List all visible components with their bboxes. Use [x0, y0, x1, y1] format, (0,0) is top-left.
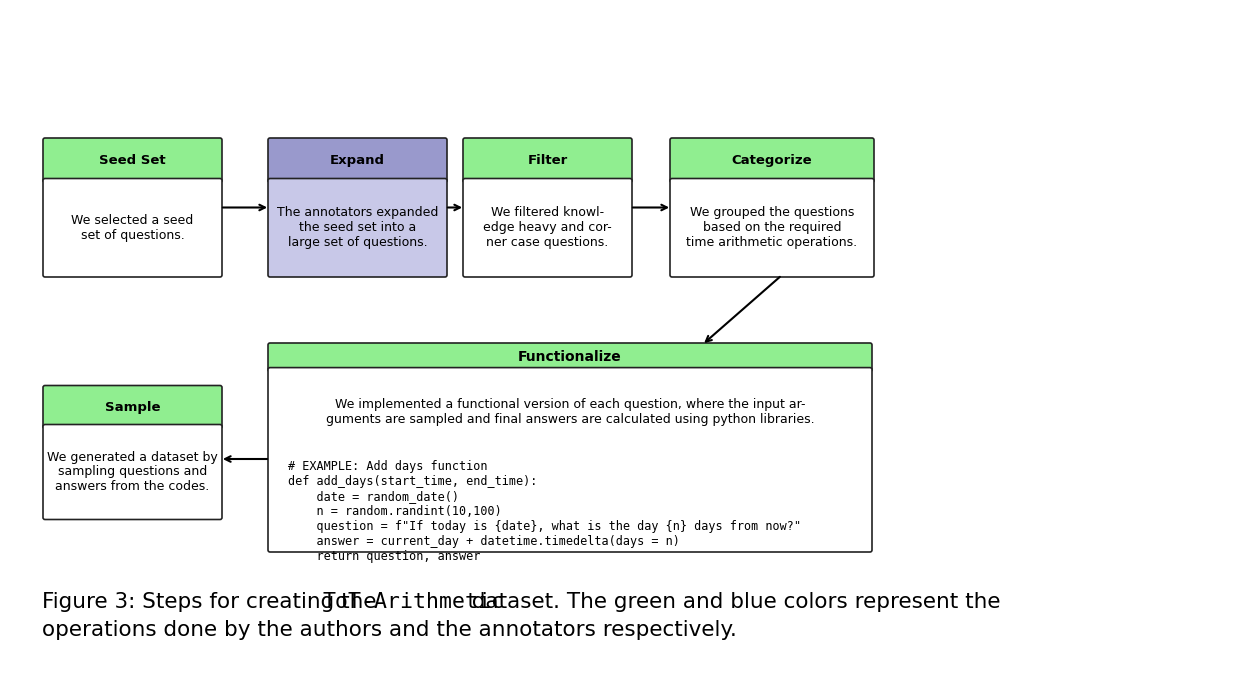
FancyBboxPatch shape: [42, 424, 222, 520]
Text: Functionalize: Functionalize: [518, 351, 622, 364]
Text: We implemented a functional version of each question, where the input ar-
gument: We implemented a functional version of e…: [326, 397, 814, 426]
FancyBboxPatch shape: [463, 179, 631, 277]
Text: Seed Set: Seed Set: [99, 154, 166, 167]
Text: Sample: Sample: [105, 400, 160, 413]
FancyBboxPatch shape: [42, 138, 222, 182]
FancyBboxPatch shape: [670, 179, 874, 277]
Text: We selected a seed
set of questions.: We selected a seed set of questions.: [71, 214, 193, 242]
FancyBboxPatch shape: [268, 368, 872, 552]
FancyBboxPatch shape: [268, 179, 447, 277]
Text: Categorize: Categorize: [731, 154, 812, 167]
FancyBboxPatch shape: [42, 179, 222, 277]
Text: Filter: Filter: [528, 154, 568, 167]
FancyBboxPatch shape: [42, 386, 222, 428]
Text: dataset. The green and blue colors represent the: dataset. The green and blue colors repre…: [466, 592, 1001, 612]
Text: operations done by the authors and the annotators respectively.: operations done by the authors and the a…: [42, 620, 736, 640]
Text: We generated a dataset by
sampling questions and
answers from the codes.: We generated a dataset by sampling quest…: [47, 451, 218, 493]
FancyBboxPatch shape: [268, 343, 872, 372]
FancyBboxPatch shape: [670, 138, 874, 182]
Text: The annotators expanded
the seed set into a
large set of questions.: The annotators expanded the seed set int…: [277, 206, 438, 249]
Text: ToT-Arithmetic: ToT-Arithmetic: [322, 592, 504, 612]
Text: We filtered knowl-
edge heavy and cor-
ner case questions.: We filtered knowl- edge heavy and cor- n…: [483, 206, 612, 249]
FancyBboxPatch shape: [268, 138, 447, 182]
Text: We grouped the questions
based on the required
time arithmetic operations.: We grouped the questions based on the re…: [686, 206, 857, 249]
Text: # EXAMPLE: Add days function
def add_days(start_time, end_time):
    date = rand: # EXAMPLE: Add days function def add_day…: [288, 460, 801, 562]
FancyBboxPatch shape: [463, 138, 631, 182]
Text: Figure 3: Steps for creating the: Figure 3: Steps for creating the: [42, 592, 383, 612]
Text: Expand: Expand: [329, 154, 384, 167]
